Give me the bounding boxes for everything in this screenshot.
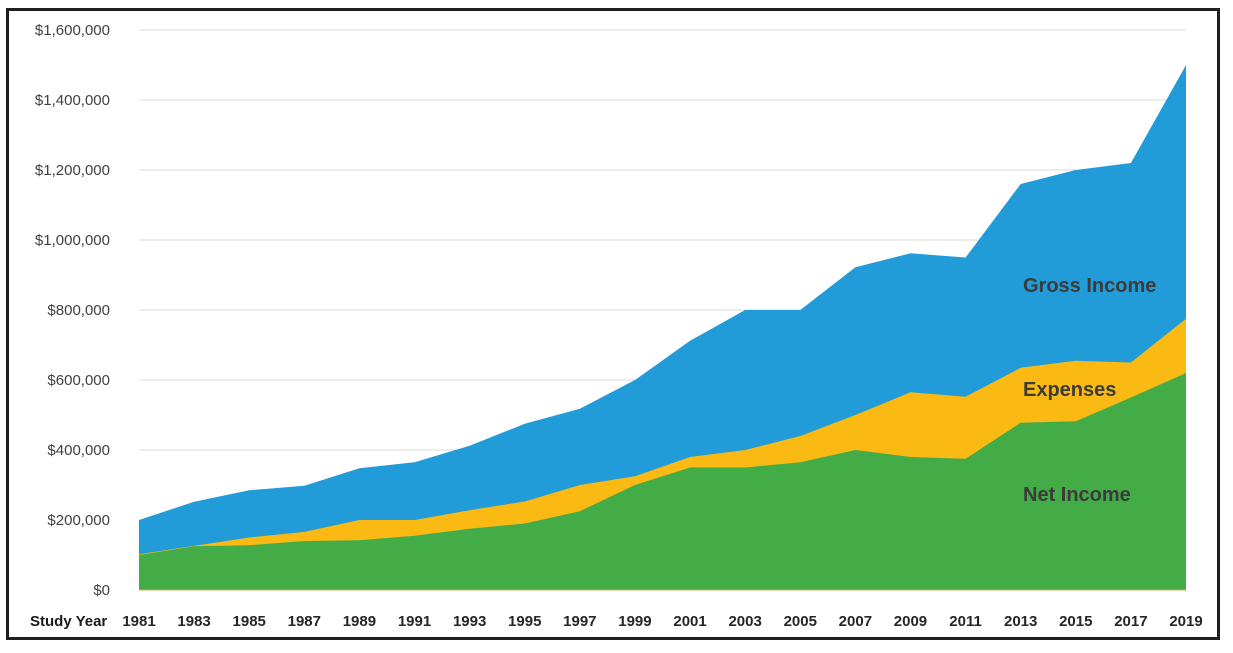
y-tick-label: $1,600,000: [35, 22, 110, 39]
x-tick-label: 1997: [563, 613, 596, 630]
y-tick-label: $800,000: [47, 302, 110, 319]
series-areas: [139, 65, 1186, 590]
y-tick-label: $1,000,000: [35, 232, 110, 249]
series-label-expenses: Expenses: [1023, 379, 1116, 401]
x-tick-label: 1995: [508, 613, 541, 630]
series-labels: Gross Income Expenses Net Income: [1023, 275, 1156, 506]
y-tick-label: $600,000: [47, 372, 110, 389]
x-tick-label: 2001: [673, 613, 706, 630]
x-tick-label: 1991: [398, 613, 431, 630]
x-tick-label: 1989: [343, 613, 376, 630]
y-tick-label: $0: [93, 582, 110, 599]
x-tick-label: 2007: [839, 613, 872, 630]
x-tick-label: 2017: [1114, 613, 1147, 630]
x-tick-label: 1981: [122, 613, 155, 630]
x-tick-label: 2015: [1059, 613, 1092, 630]
y-tick-label: $200,000: [47, 512, 110, 529]
x-tick-label: 2013: [1004, 613, 1037, 630]
x-tick-label: 2019: [1169, 613, 1202, 630]
x-tick-label: 1983: [177, 613, 210, 630]
y-axis-ticks: $0 $200,000 $400,000 $600,000 $800,000 $1,000…: [35, 22, 110, 599]
x-axis-label: Study Year: [30, 613, 107, 630]
x-axis-ticks: 1981 1983 1985 1987 1989 1991 1993 1995 1997 1999…: [122, 613, 1202, 630]
series-label-gross-income: Gross Income: [1023, 275, 1156, 297]
x-tick-label: 1985: [233, 613, 266, 630]
x-tick-label: 2003: [728, 613, 761, 630]
x-tick-label: 1999: [618, 613, 651, 630]
x-tick-label: 1993: [453, 613, 486, 630]
series-label-net-income: Net Income: [1023, 484, 1131, 506]
x-tick-label: 2009: [894, 613, 927, 630]
y-tick-label: $1,200,000: [35, 162, 110, 179]
y-tick-label: $1,400,000: [35, 92, 110, 109]
x-tick-label: 2011: [949, 613, 982, 630]
x-tick-label: 1987: [288, 613, 321, 630]
y-tick-label: $400,000: [47, 442, 110, 459]
x-tick-label: 2005: [784, 613, 817, 630]
area-net-income: [139, 373, 1186, 590]
